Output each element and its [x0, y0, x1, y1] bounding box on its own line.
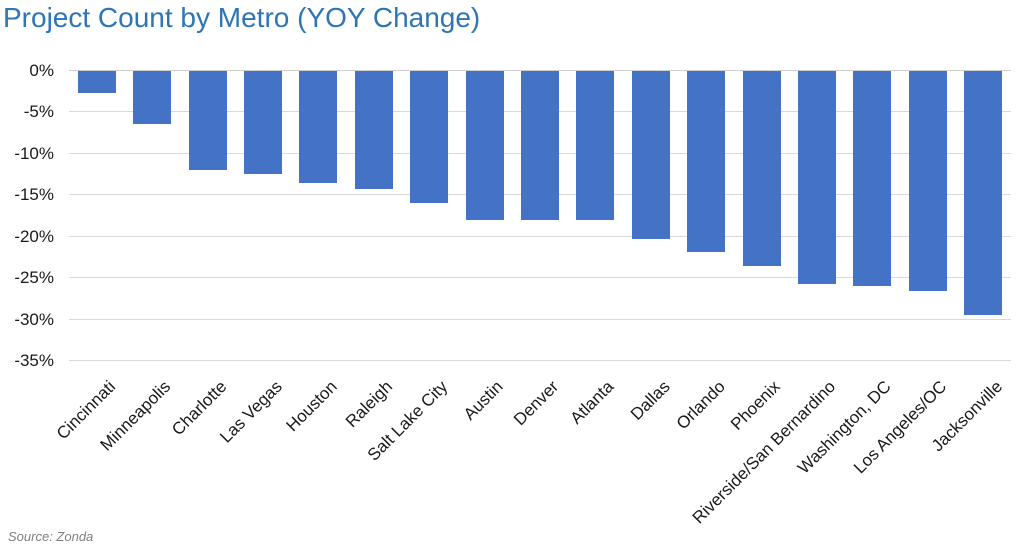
source-note: Source: Zonda [8, 529, 94, 544]
bar [410, 71, 449, 203]
y-axis-tick-label: -15% [14, 185, 54, 205]
bar [77, 71, 116, 93]
y-axis-tick-label: -25% [14, 268, 54, 288]
bar [465, 71, 504, 220]
bar [908, 71, 947, 291]
y-axis-tick-label: -30% [14, 309, 54, 329]
bar [576, 71, 615, 220]
bar [853, 71, 892, 286]
x-axis-category-label: Dallas [626, 377, 674, 424]
gridline [69, 235, 1011, 237]
gridline [69, 360, 1011, 361]
x-axis-category-label: Austin [460, 377, 508, 424]
y-axis-tick-label: -10% [14, 143, 54, 163]
y-axis-tick-label: -5% [23, 102, 54, 122]
gridline [69, 277, 1011, 279]
gridline [69, 318, 1011, 320]
bar [299, 71, 338, 183]
x-axis-category-label: Orlando [672, 377, 729, 434]
bar [742, 71, 781, 266]
bar [521, 71, 559, 220]
y-axis-tick-label: -35% [14, 351, 54, 370]
x-axis-category-label: Raleigh [341, 377, 397, 432]
y-axis-tick-label: 0% [29, 61, 54, 80]
bar [687, 71, 726, 252]
bar [188, 71, 227, 170]
y-axis-tick-label: -20% [14, 226, 54, 246]
bar [133, 71, 172, 124]
x-axis-category-label: Denver [510, 377, 563, 430]
bar [243, 71, 282, 174]
x-axis-category-label: Houston [282, 377, 341, 436]
x-axis-category-label: Atlanta [566, 377, 618, 428]
plot-area: 0% -5% -10% -15% -20% -25% -30% -35% Cincinnati M… [14, 62, 1011, 527]
bar [964, 71, 1003, 315]
chart-title: Project Count by Metro (YOY Change) [3, 2, 481, 33]
bar [631, 71, 670, 239]
gridline [69, 70, 1011, 71]
bar [354, 71, 393, 189]
bar [798, 71, 837, 284]
